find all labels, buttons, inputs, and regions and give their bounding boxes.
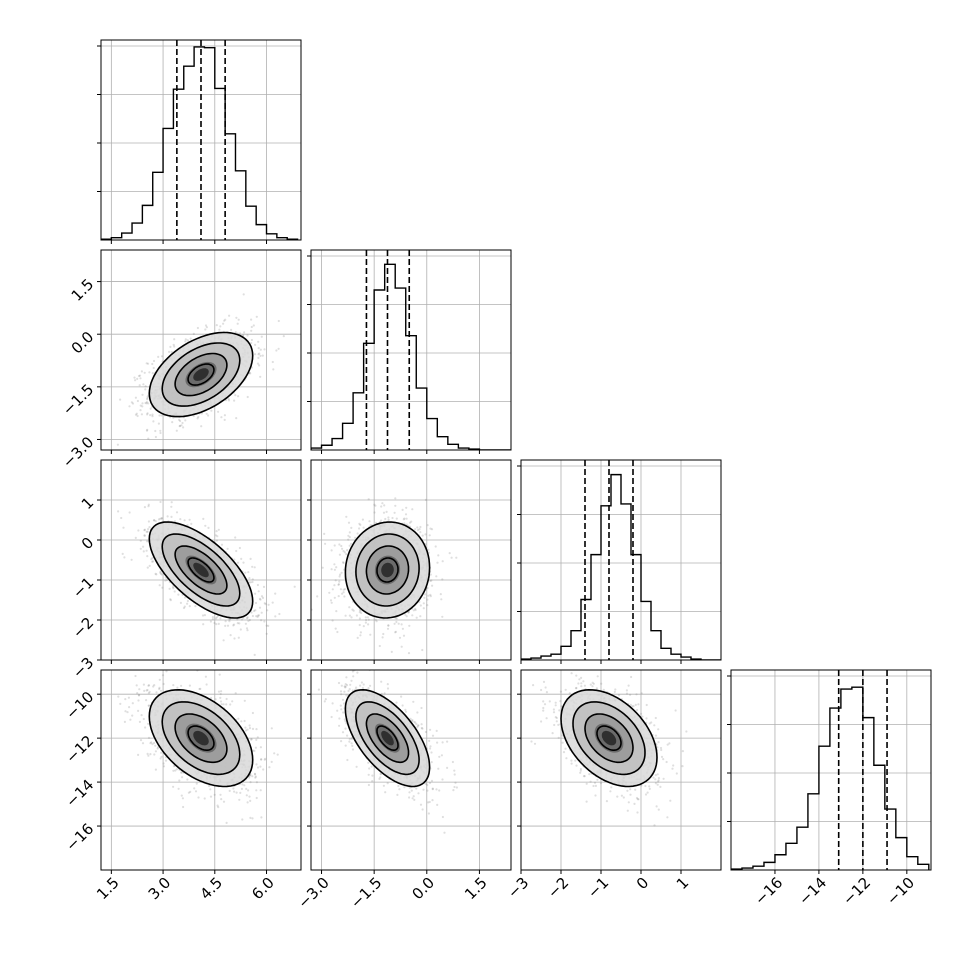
panel-content — [101, 670, 301, 870]
density-shade — [601, 730, 617, 746]
x-tick-label: −1.5 — [347, 874, 385, 912]
x-tick-label: −14 — [795, 874, 830, 909]
contour-line — [376, 557, 399, 583]
scatter-panel-1-0: −3.0 −1.5 0.0 1.5 — [59, 249, 302, 472]
panel-content — [311, 670, 511, 870]
panel-content — [101, 460, 301, 660]
density-shade — [193, 368, 209, 381]
x-tick-label: 1.5 — [93, 874, 123, 904]
histogram-panel-2 — [517, 459, 722, 664]
contour-line — [355, 533, 420, 607]
x-tick-label: −16 — [751, 874, 786, 909]
panel-content — [311, 250, 511, 450]
histogram-bars — [521, 473, 721, 660]
y-tick-label: 0.0 — [68, 328, 98, 358]
x-tick-label: 1.5 — [461, 874, 491, 904]
contour-line — [161, 342, 241, 407]
panel-frame — [310, 669, 512, 871]
histogram-panel-1 — [307, 249, 512, 454]
contour-line — [596, 725, 622, 751]
panel-content — [731, 670, 931, 870]
scatter-panel-3-1: −3.0 −1.5 0.0 1.5 — [294, 669, 512, 912]
contour-line — [187, 363, 215, 386]
x-tick-label: −12 — [839, 874, 874, 909]
x-tick-label: 4.5 — [197, 874, 227, 904]
panel-frame — [520, 669, 722, 871]
histogram-panel-0 — [97, 39, 302, 244]
x-tick-label: 0.0 — [409, 874, 439, 904]
y-tick-label: −3.0 — [59, 433, 97, 471]
x-tick-label: −2 — [544, 874, 572, 902]
x-tick-label: 1 — [673, 874, 692, 893]
y-tick-label: −14 — [62, 776, 97, 811]
panel-frame — [100, 39, 302, 241]
contour-line — [365, 713, 410, 764]
histogram-bars — [101, 46, 299, 240]
scatter-panel-2-0: −3 −2 −1 0 1 — [69, 459, 302, 682]
contour-line — [365, 545, 410, 595]
contour-line — [161, 701, 241, 776]
y-tick-label: −1 — [69, 574, 97, 602]
y-tick-label: −1.5 — [59, 380, 97, 418]
y-tick-label: 1.5 — [68, 275, 98, 305]
panel-content — [521, 670, 721, 870]
contour-line — [174, 352, 228, 397]
y-tick-label: −2 — [69, 614, 97, 642]
scatter-panel-3-0: 1.5 3.0 4.5 6.0 −16 −14 −12 −10 — [62, 669, 302, 904]
panel-frame — [100, 249, 302, 451]
panel-content — [311, 460, 511, 660]
panel-frame — [100, 669, 302, 871]
panel-content — [101, 40, 301, 240]
y-tick-label: −16 — [62, 820, 97, 855]
contour-line — [187, 725, 215, 751]
panel-frame — [310, 459, 512, 661]
contour-line — [148, 331, 254, 418]
panel-content — [101, 250, 301, 450]
contour-line — [560, 688, 658, 788]
x-tick-label: −10 — [883, 874, 918, 909]
contour-line — [187, 557, 215, 583]
density-shade — [381, 562, 394, 578]
contour-line — [584, 713, 634, 764]
contour-line — [174, 545, 228, 595]
contour-line — [344, 688, 431, 788]
contour-line — [344, 521, 431, 619]
x-tick-label: −3 — [504, 874, 532, 902]
panel-frame — [730, 669, 932, 871]
density-shade — [381, 730, 394, 746]
histogram-bars — [311, 263, 511, 450]
histogram-panel-3: −16 −14 −12 −10 — [727, 669, 932, 909]
scatter-panel-3-2: −3 −2 −1 0 1 — [504, 669, 722, 902]
contour-line — [161, 533, 241, 607]
y-tick-label: −10 — [62, 688, 97, 723]
panel-content — [521, 460, 721, 660]
y-tick-label: −12 — [62, 732, 97, 767]
y-tick-label: 1 — [78, 494, 97, 513]
x-tick-label: −3.0 — [294, 874, 332, 912]
y-tick-label: 0 — [78, 534, 97, 553]
contour-line — [376, 725, 399, 751]
panel-frame — [100, 459, 302, 661]
density-shade — [193, 730, 209, 746]
y-tick-label: −3 — [69, 654, 97, 682]
panel-frame — [520, 459, 722, 661]
contour-line — [148, 521, 254, 619]
scatter-panel-2-1 — [307, 459, 512, 664]
x-tick-label: −1 — [584, 874, 612, 902]
density-shade — [193, 562, 209, 578]
contour-line — [355, 701, 420, 776]
x-tick-label: 6.0 — [248, 874, 278, 904]
contour-line — [148, 688, 254, 788]
panel-frame — [310, 249, 512, 451]
x-tick-label: 3.0 — [145, 874, 175, 904]
x-tick-label: 0 — [633, 874, 652, 893]
contour-line — [572, 701, 646, 776]
contour-line — [174, 713, 228, 764]
histogram-bars — [731, 686, 930, 870]
